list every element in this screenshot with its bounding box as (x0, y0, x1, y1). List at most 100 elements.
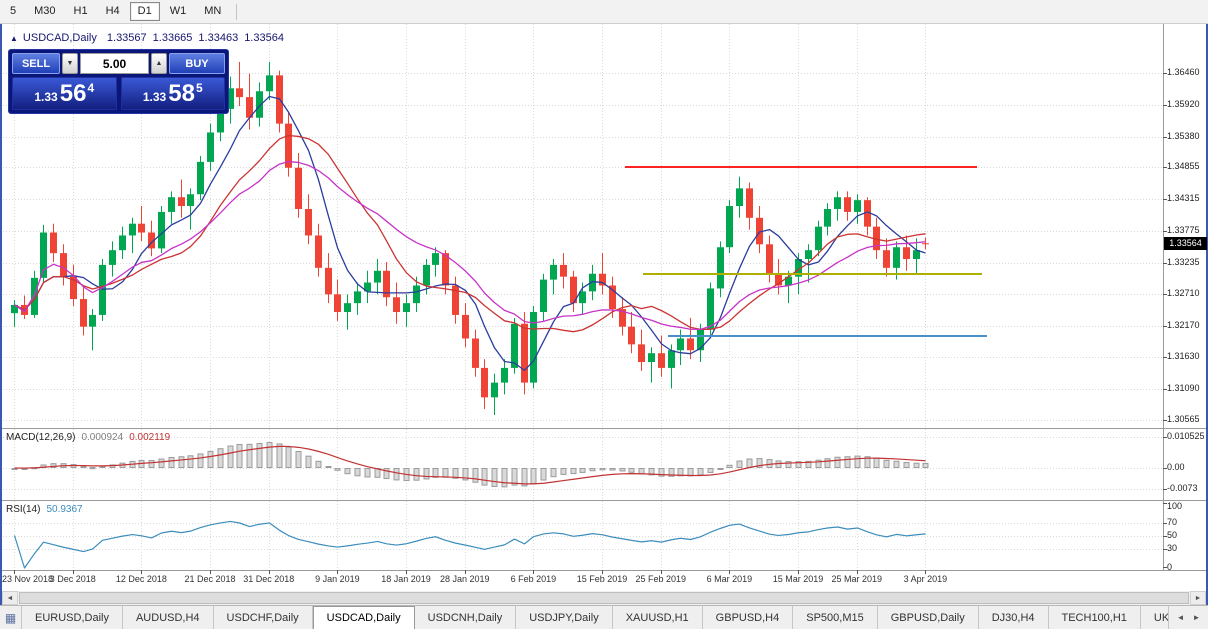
sell-price-display[interactable]: 1.33 56 4 (12, 77, 117, 110)
tab-gbpusd-h4[interactable]: GBPUSD,H4 (703, 606, 794, 629)
scrollbar-track[interactable] (18, 591, 1190, 605)
macd-name: MACD(12,26,9) (6, 432, 76, 443)
macd-signal-value: 0.002119 (129, 432, 171, 443)
macd-scale-label: -0.0073 (1167, 483, 1198, 493)
price-scale-label: 1.30565 (1167, 414, 1200, 424)
arrow-right-icon: ► (1194, 594, 1202, 602)
current-price-tag: 1.33564 (1164, 236, 1207, 250)
tab-tech100-h1[interactable]: TECH100,H1 (1049, 606, 1141, 629)
price-scale-label: 1.35380 (1167, 130, 1200, 141)
scroll-right-button[interactable]: ► (1190, 591, 1206, 605)
timeframe-button-mn[interactable]: MN (204, 5, 222, 17)
price-scale-label: 1.32710 (1167, 287, 1200, 298)
chart-ohlc-title: ▲ USDCAD,Daily 1.33567 1.33665 1.33463 1… (10, 32, 290, 44)
sell-price-big: 56 (59, 80, 87, 108)
timeframe-button-d1[interactable]: D1 (129, 2, 160, 21)
date-label: 6 Feb 2019 (510, 574, 557, 584)
price-scale-label: 1.31630 (1167, 351, 1200, 362)
tab-ukc[interactable]: UKC (1141, 606, 1168, 629)
timeframe-button-h1[interactable]: H1 (73, 5, 88, 17)
chart-windows-icon[interactable]: ▦ (0, 606, 22, 629)
scrollbar-thumb[interactable] (19, 592, 1189, 604)
scroll-left-button[interactable]: ◄ (2, 591, 18, 605)
chart-tab-bar: ▦ EURUSD,Daily AUDUSD,H4 USDCHF,Daily USDCA… (0, 605, 1208, 629)
price-scale-label: 1.35920 (1167, 98, 1200, 109)
rsi-indicator-label: RSI(14) 50.9367 (6, 504, 83, 515)
buy-price-display[interactable]: 1.33 58 5 (120, 77, 225, 110)
tab-audusd-h4[interactable]: AUDUSD,H4 (123, 606, 214, 629)
chevron-down-icon: ▼ (66, 60, 74, 67)
tabs-scroll-right-icon[interactable]: ► (1192, 613, 1201, 622)
tab-usdcnh-daily[interactable]: USDCNH,Daily (415, 606, 517, 629)
timeframe-button-m30[interactable]: M30 (34, 5, 56, 17)
volume-decrease-button[interactable]: ▼ (62, 53, 78, 74)
ohlc-low: 1.33463 (198, 32, 239, 44)
price-scale-label: 1.31090 (1167, 383, 1200, 394)
rsi-value: 50.9367 (46, 504, 83, 515)
rsi-scale-label: 100 (1167, 501, 1183, 511)
rsi-name: RSI(14) (6, 504, 41, 515)
sell-price-pip: 4 (87, 81, 95, 95)
tab-dj30-h4[interactable]: DJ30,H4 (979, 606, 1049, 629)
volume-input[interactable]: 5.00 (80, 53, 149, 74)
timeframe-button-w1[interactable]: W1 (169, 5, 187, 17)
date-label: 12 Dec 2018 (115, 574, 167, 584)
ohlc-close: 1.33564 (244, 32, 284, 44)
chart-marker-icon: ▲ (10, 33, 18, 43)
rsi-scale-label: 50 (1167, 529, 1178, 540)
date-label: 18 Jan 2019 (381, 574, 431, 584)
sell-button-label: SELL (21, 57, 51, 70)
arrow-left-icon: ◄ (6, 594, 14, 602)
buy-price-pip: 5 (195, 81, 203, 95)
date-label: 31 Dec 2018 (243, 574, 295, 584)
macd-indicator-label: MACD(12,26,9) 0.000924 0.002119 (6, 432, 170, 443)
sell-button[interactable]: SELL (12, 53, 60, 74)
rsi-scale-label: 70 (1167, 516, 1178, 527)
date-label: 23 Nov 2018 (2, 574, 54, 584)
tab-xauusd-h1[interactable]: XAUUSD,H1 (613, 606, 703, 629)
date-label: 9 Jan 2019 (315, 574, 360, 584)
chevron-up-icon: ▲ (155, 60, 163, 67)
date-label: 15 Mar 2019 (772, 574, 824, 584)
ohlc-open: 1.33567 (106, 32, 147, 44)
rsi-scale-label: 30 (1167, 542, 1178, 553)
timeframe-button-5[interactable]: 5 (10, 5, 17, 17)
price-scale-label: 1.36460 (1167, 67, 1200, 77)
timeframe-toolbar: 5 M30 H1 H4 D1 W1 MN (0, 0, 1208, 24)
date-label: 21 Dec 2018 (184, 574, 236, 584)
price-chart-canvas[interactable] (0, 24, 1208, 591)
tab-usdjpy-daily[interactable]: USDJPY,Daily (516, 606, 613, 629)
price-scale-label: 1.33775 (1167, 225, 1200, 236)
timeframe-button-h4[interactable]: H4 (105, 5, 120, 17)
chart-symbol-period: USDCAD,Daily (22, 32, 97, 44)
date-label: 25 Mar 2019 (831, 574, 883, 584)
date-label: 28 Jan 2019 (440, 574, 490, 584)
tab-sp500-m15[interactable]: SP500,M15 (793, 606, 878, 629)
price-scale-label: 1.32170 (1167, 319, 1200, 330)
chart-window: ▲ USDCAD,Daily 1.33567 1.33665 1.33463 1… (0, 24, 1208, 591)
buy-button[interactable]: BUY (169, 53, 225, 74)
tab-usdcad-daily[interactable]: USDCAD,Daily (312, 606, 415, 629)
buy-price-prefix: 1.33 (142, 90, 167, 104)
one-click-trading-panel: SELL ▼ 5.00 ▲ BUY 1.33 56 4 (8, 49, 229, 114)
macd-main-value: 0.000924 (81, 432, 124, 443)
volume-increase-button[interactable]: ▲ (151, 53, 167, 74)
tabs-container: EURUSD,Daily AUDUSD,H4 USDCHF,Daily USDCAD,… (22, 606, 1168, 629)
tab-eurusd-daily[interactable]: EURUSD,Daily (22, 606, 123, 629)
tab-gbpusd-daily[interactable]: GBPUSD,Daily (878, 606, 979, 629)
tab-usdchf-daily[interactable]: USDCHF,Daily (214, 606, 313, 629)
price-scale-label: 1.34315 (1167, 193, 1200, 204)
rsi-scale-label: 0 (1167, 562, 1173, 572)
sell-price-prefix: 1.33 (34, 90, 58, 104)
date-label: 15 Feb 2019 (576, 574, 628, 584)
date-label: 3 Dec 2018 (49, 574, 96, 584)
toolbar-separator (236, 3, 238, 20)
date-label: 6 Mar 2019 (706, 574, 753, 584)
macd-scale-label: 0.010525 (1167, 431, 1205, 441)
date-label: 25 Feb 2019 (635, 574, 687, 584)
price-scale-label: 1.34855 (1167, 161, 1200, 172)
date-label: 3 Apr 2019 (903, 574, 948, 584)
macd-scale-label: 0.00 (1167, 462, 1185, 472)
tabs-scroll-left-icon[interactable]: ◄ (1176, 613, 1185, 622)
buy-button-label: BUY (185, 57, 209, 70)
